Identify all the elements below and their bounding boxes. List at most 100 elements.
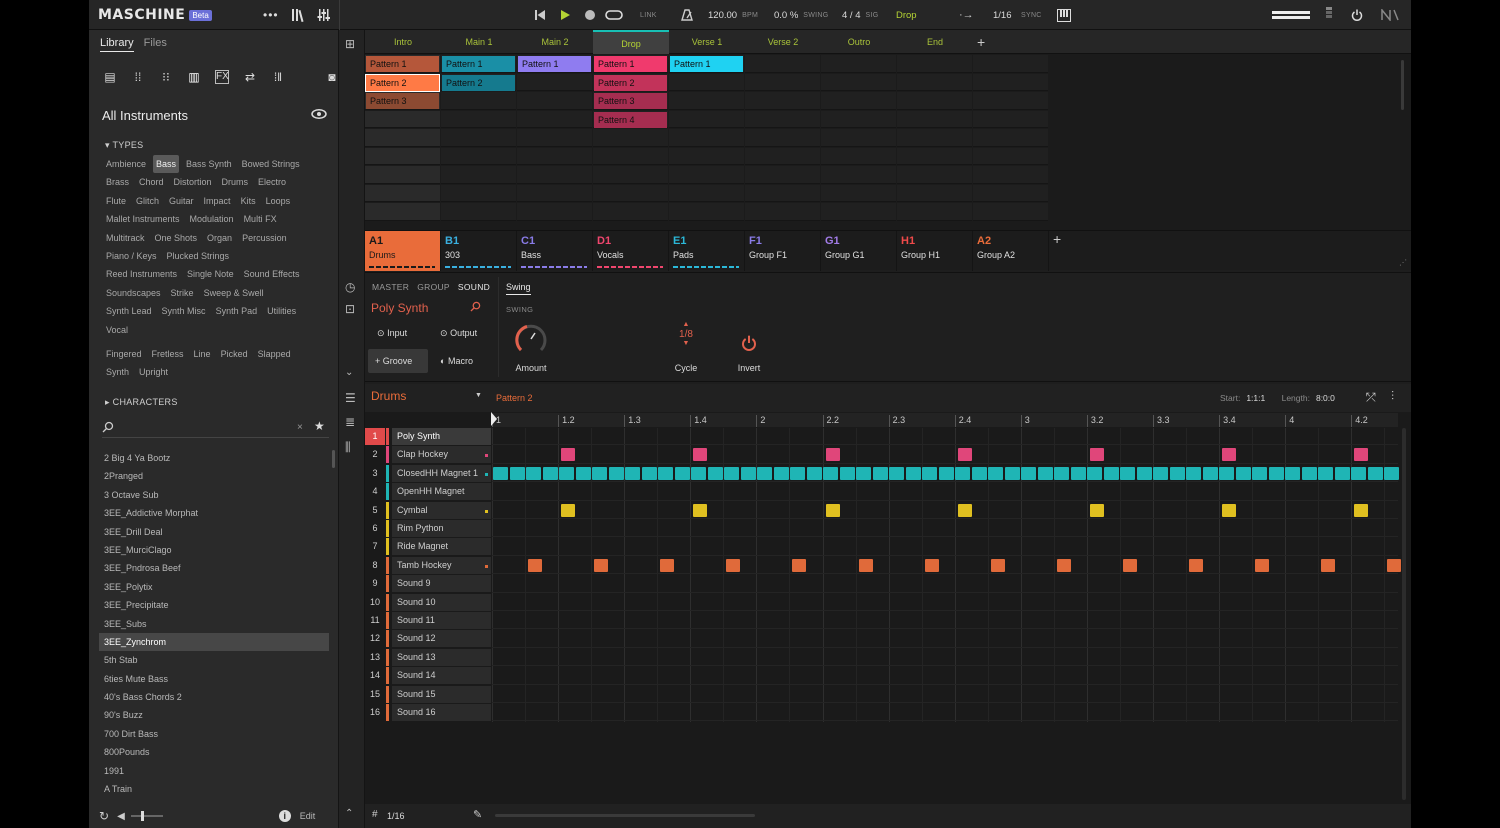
- pattern-slot[interactable]: [517, 110, 592, 128]
- note[interactable]: [726, 558, 741, 572]
- tag-bass[interactable]: Bass: [153, 155, 180, 174]
- results-scrollbar[interactable]: [332, 450, 335, 468]
- note[interactable]: [1153, 466, 1168, 480]
- sound-name[interactable]: OpenHH Magnet: [392, 483, 491, 501]
- pattern-slot[interactable]: [973, 166, 1048, 184]
- sound-slot-5[interactable]: 5 Cymbal: [365, 501, 491, 520]
- tag-impact[interactable]: Impact: [203, 195, 231, 206]
- characters-header[interactable]: ▸ CHARACTERS: [105, 397, 178, 407]
- info-icon[interactable]: i: [278, 810, 291, 822]
- group-b1[interactable]: B1 303: [441, 231, 517, 271]
- sound-name[interactable]: Rim Python: [392, 520, 491, 537]
- search-input[interactable]: [120, 422, 290, 433]
- types-header[interactable]: ▾ TYPES: [105, 140, 144, 150]
- note[interactable]: [757, 466, 772, 480]
- sound-slot-14[interactable]: 14 Sound 14: [365, 667, 491, 685]
- note[interactable]: [1089, 448, 1104, 462]
- pattern-clip[interactable]: Pattern 4: [594, 111, 667, 128]
- tag-distortion[interactable]: Distortion: [173, 177, 212, 188]
- note[interactable]: [1136, 466, 1152, 480]
- note[interactable]: [806, 466, 822, 480]
- timeline-ruler[interactable]: 1 1.2 1.3 1.4 2 2.2 2.3 2.4 3 3.2 3.3 3.4 4 4.2: [492, 413, 1398, 427]
- result-item[interactable]: 3EE_Addictive Morphat: [104, 508, 199, 519]
- pattern-slot[interactable]: [821, 55, 896, 73]
- sound-name[interactable]: Sound 10: [392, 593, 491, 611]
- sound-name[interactable]: Poly Synth: [371, 301, 429, 315]
- note[interactable]: [1186, 466, 1201, 480]
- pattern-slot[interactable]: [669, 166, 744, 184]
- note[interactable]: [990, 558, 1005, 572]
- note[interactable]: [858, 558, 873, 572]
- sound-name[interactable]: Sound 9: [392, 575, 491, 593]
- tag-utilities[interactable]: Utilities: [267, 306, 297, 317]
- pattern-slot[interactable]: [897, 73, 972, 91]
- pattern-slot[interactable]: [441, 147, 516, 165]
- note[interactable]: [1202, 466, 1218, 480]
- tab-group[interactable]: GROUP: [417, 282, 450, 292]
- scene-main-1[interactable]: Main 1: [465, 37, 493, 47]
- note[interactable]: [792, 558, 807, 572]
- fx-icon[interactable]: FX: [215, 70, 229, 84]
- tag-drums[interactable]: Drums: [221, 177, 249, 188]
- pattern-slot[interactable]: [441, 92, 516, 110]
- waveform-icon[interactable]: ⫶: [1391, 389, 1395, 403]
- tag-sound-effects[interactable]: Sound Effects: [243, 269, 300, 280]
- note[interactable]: [509, 466, 525, 480]
- result-item[interactable]: 90's Buzz: [104, 710, 143, 721]
- sound-slot-8[interactable]: 8 Tamb Hockey: [365, 556, 491, 575]
- scene-intro[interactable]: Intro: [393, 37, 412, 47]
- pattern-slot[interactable]: [441, 166, 516, 184]
- pattern-clip[interactable]: Pattern 1: [518, 56, 591, 72]
- tag-reed-instruments[interactable]: Reed Instruments: [106, 269, 178, 280]
- note[interactable]: [693, 448, 708, 462]
- pattern-slot[interactable]: [897, 184, 972, 202]
- tag-organ[interactable]: Organ: [207, 232, 233, 243]
- tag-multi-fx[interactable]: Multi FX: [243, 214, 277, 225]
- note[interactable]: [1235, 466, 1251, 480]
- note[interactable]: [957, 503, 972, 517]
- tag-percussion[interactable]: Percussion: [242, 232, 287, 243]
- note[interactable]: [1334, 466, 1350, 480]
- pattern-slot[interactable]: [973, 203, 1048, 221]
- note[interactable]: [1087, 466, 1102, 480]
- pattern-slot[interactable]: [821, 166, 896, 184]
- group-a1[interactable]: A1 Drums: [365, 231, 441, 271]
- tag-fretless[interactable]: Fretless: [151, 349, 184, 359]
- tag-ambience[interactable]: Ambience: [106, 159, 147, 169]
- note[interactable]: [1354, 503, 1369, 517]
- note[interactable]: [660, 558, 675, 572]
- pattern-slot[interactable]: [897, 92, 972, 110]
- note[interactable]: [559, 466, 574, 480]
- note[interactable]: [889, 466, 904, 480]
- pattern-slot[interactable]: [669, 92, 744, 110]
- note[interactable]: [957, 448, 972, 462]
- sound-slot-13[interactable]: 13 Sound 13: [365, 648, 491, 667]
- note[interactable]: [528, 558, 543, 572]
- note[interactable]: [592, 466, 607, 480]
- scene-verse-2[interactable]: Verse 2: [767, 37, 799, 47]
- record-icon[interactable]: [584, 0, 596, 30]
- pattern-slot[interactable]: [441, 184, 516, 202]
- result-item[interactable]: 3EE_Drill Deal: [104, 526, 163, 537]
- eye-icon[interactable]: [311, 108, 327, 122]
- sound-slot-16[interactable]: 16 Sound 16: [365, 704, 491, 722]
- plugin-icon[interactable]: ⊡: [345, 302, 356, 316]
- pattern-slot[interactable]: [745, 166, 820, 184]
- tag-fingered[interactable]: Fingered: [106, 349, 142, 359]
- search-sound-icon[interactable]: [470, 301, 481, 315]
- note[interactable]: [693, 503, 708, 517]
- note[interactable]: [674, 466, 690, 480]
- note[interactable]: [1169, 466, 1185, 480]
- group-e1[interactable]: E1 Pads: [669, 231, 745, 271]
- group-f1[interactable]: F1 Group F1: [745, 231, 821, 271]
- edit-button[interactable]: Edit: [299, 811, 316, 821]
- pattern-slot[interactable]: [593, 129, 668, 147]
- refresh-icon[interactable]: ↻: [99, 809, 110, 823]
- tag-chord[interactable]: Chord: [139, 177, 164, 188]
- note[interactable]: [575, 466, 591, 480]
- note[interactable]: [1037, 466, 1053, 480]
- tab-master[interactable]: MASTER: [372, 282, 410, 292]
- note[interactable]: [1387, 558, 1402, 572]
- scene-end[interactable]: End: [926, 37, 943, 47]
- note[interactable]: [773, 466, 789, 480]
